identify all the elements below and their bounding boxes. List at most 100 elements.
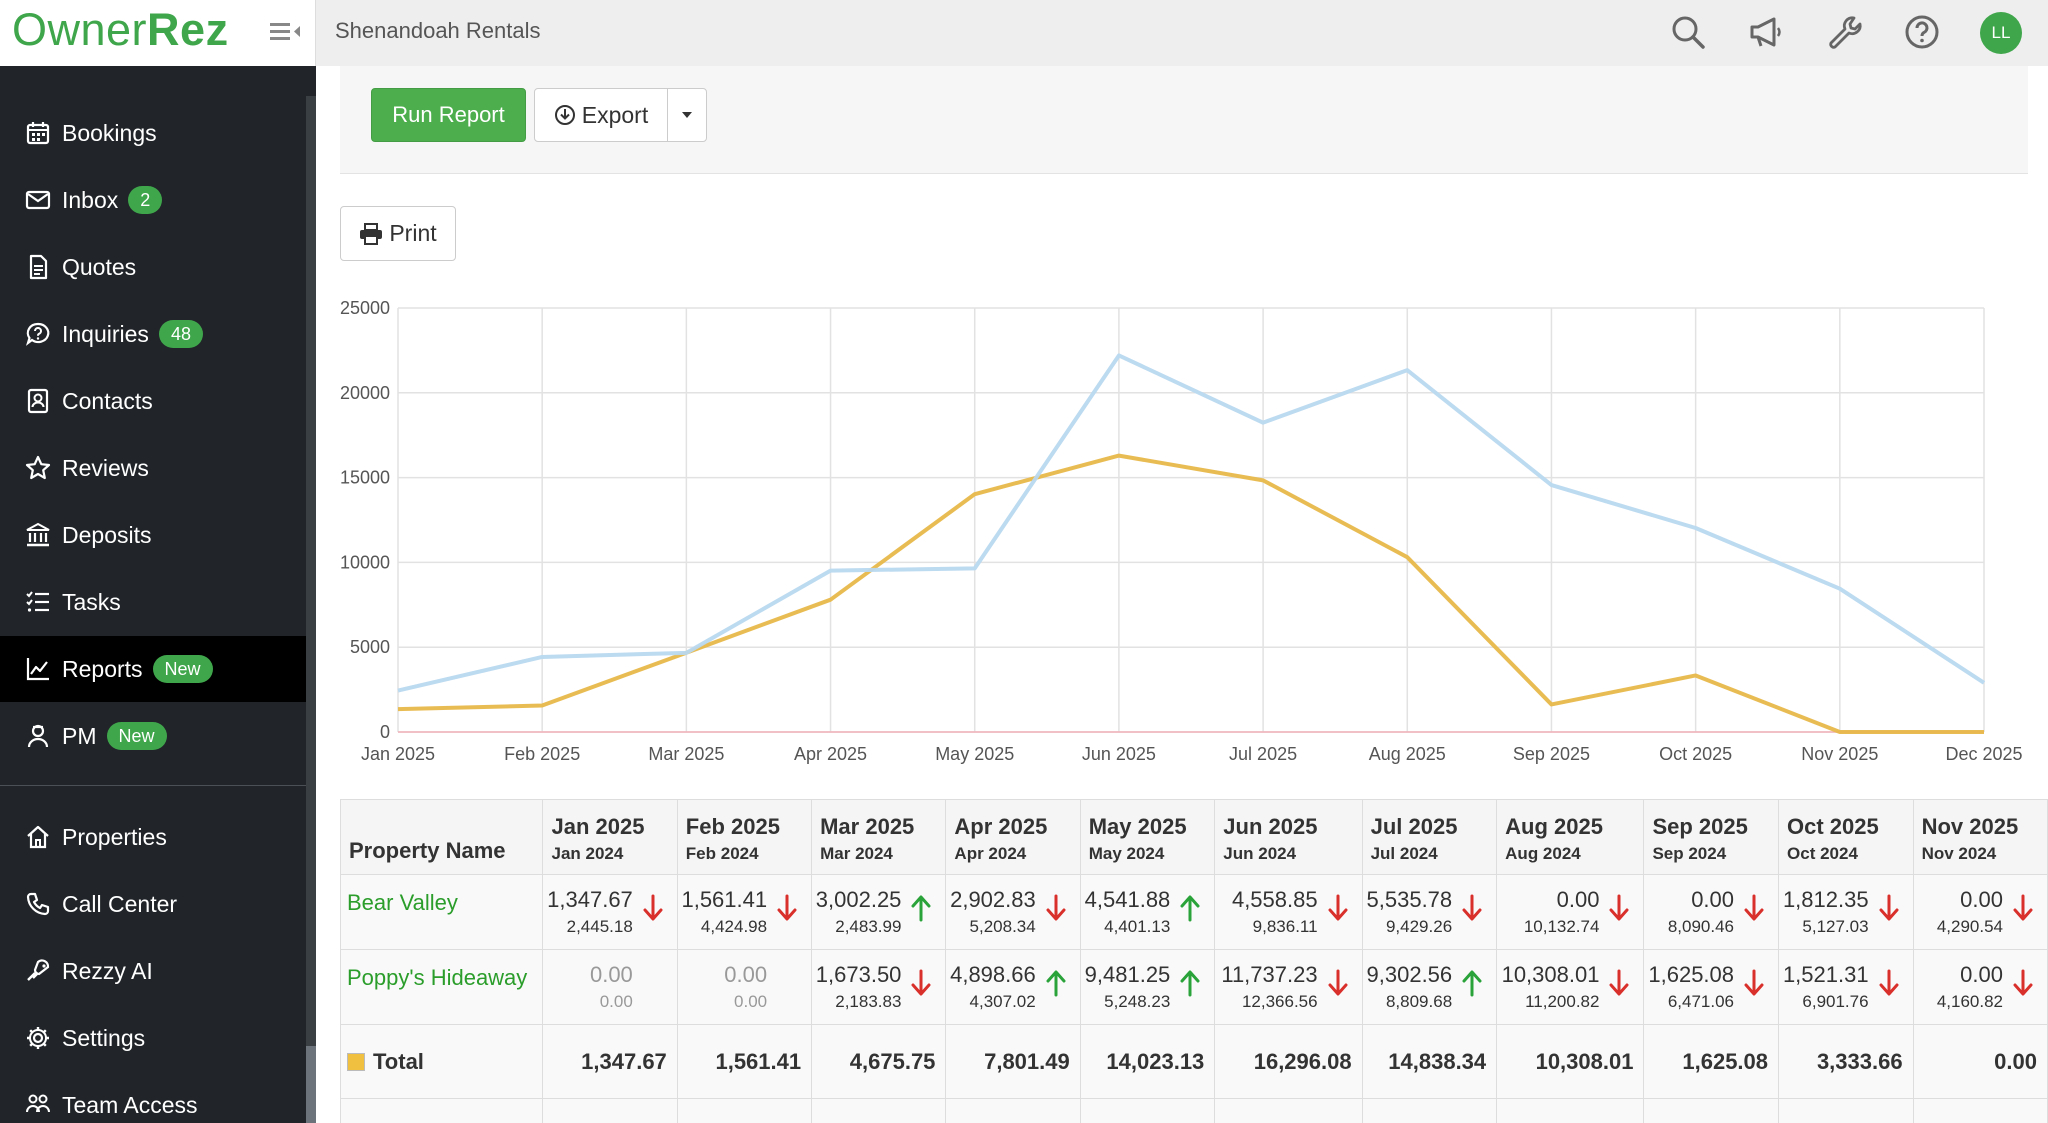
chat-question-icon (24, 320, 52, 348)
sidebar-item-label: Call Center (62, 890, 178, 917)
sidebar-item-pm[interactable]: PM New (0, 703, 306, 769)
column-header-month[interactable]: Mar 2025 Mar 2024 (811, 799, 947, 875)
column-header-current-period: Jan 2025 (551, 814, 645, 839)
x-tick-label: Sep 2025 (1513, 744, 1590, 764)
sidebar-item-quotes[interactable]: Quotes (0, 234, 306, 300)
previous-value: 6,901.76 (1802, 992, 1869, 1011)
sidebar-item-deposits[interactable]: Deposits (0, 502, 306, 568)
team-icon (24, 1091, 52, 1119)
sidebar-item-reports[interactable]: Reports New (0, 636, 306, 702)
column-header-current-period: May 2025 (1088, 814, 1187, 839)
table-cell: 3,002.25 2,483.99 (811, 874, 947, 950)
megaphone-icon[interactable] (1746, 12, 1786, 52)
column-header-month[interactable]: Oct 2025 Oct 2024 (1778, 799, 1914, 875)
x-tick-label: May 2025 (935, 744, 1014, 764)
totals-cell: 8,451.36 (1912, 1098, 2048, 1123)
column-header-current-period: Nov 2025 (1921, 814, 2019, 839)
previous-value: 10,132.74 (1523, 917, 1600, 936)
previous-value: 4,160.82 (1936, 992, 2003, 1011)
sidebar-item-label: Quotes (62, 253, 137, 280)
bank-icon (24, 521, 52, 549)
print-button[interactable]: Print (340, 206, 456, 261)
wrench-icon[interactable] (1824, 12, 1864, 52)
column-header-month[interactable]: Feb 2025 Feb 2024 (676, 799, 813, 875)
column-header-month[interactable]: May 2025 May 2024 (1079, 799, 1216, 875)
previous-value: 4,424.98 (700, 917, 768, 936)
totals-value: 3,333.66 (1816, 1048, 1903, 1074)
sidebar-item-inbox[interactable]: Inbox 2 (0, 167, 306, 233)
phone-icon (24, 890, 52, 918)
sidebar-item-properties[interactable]: Properties (0, 804, 306, 870)
column-header-previous-period: Apr 2024 (954, 844, 1027, 863)
totals-cell: 14,838.34 (1361, 1024, 1498, 1099)
user-avatar[interactable]: LL (1980, 12, 2022, 54)
previous-value: 11,200.82 (1525, 992, 1600, 1011)
document-icon (24, 253, 52, 281)
sidebar-item-label: Properties (62, 823, 167, 850)
sidebar-item-badge: 2 (128, 186, 163, 214)
current-value: 4,898.66 (950, 962, 1036, 987)
x-tick-label: Mar 2025 (648, 744, 724, 764)
legend-swatch[interactable] (347, 1052, 365, 1071)
column-header-month[interactable]: Jan 2025 Jan 2024 (542, 799, 678, 875)
company-name: Shenandoah Rentals (335, 18, 541, 43)
sidebar-item-inquiries[interactable]: Inquiries 48 (0, 301, 306, 367)
export-label: Export (581, 101, 649, 128)
totals-value: 10,308.01 (1535, 1048, 1634, 1074)
column-header-property-name[interactable]: Property Name (339, 799, 544, 875)
search-icon[interactable] (1668, 12, 1708, 52)
ai-icon (24, 957, 52, 985)
sidebar-item-bookings[interactable]: Bookings (0, 100, 306, 166)
export-dropdown-toggle[interactable] (667, 88, 707, 142)
calendar-icon (24, 119, 52, 147)
current-value: 9,481.25 (1084, 962, 1171, 987)
x-tick-label: Apr 2025 (794, 744, 867, 764)
column-header-month[interactable]: Jul 2025 Jul 2024 (1361, 799, 1498, 875)
totals-cell: 3,333.66 (1778, 1024, 1914, 1099)
sidebar-item-rezzy-ai[interactable]: Rezzy AI (0, 938, 306, 1004)
sidebar: OwnerRez Bookings Inbox 2 Quotes Inquiries 48… (0, 0, 316, 1123)
totals-cell: 21,333.56 (1496, 1098, 1645, 1123)
totals-value: 1,347.67 (581, 1048, 667, 1074)
table-cell: 5,535.78 9,429.26 (1361, 874, 1498, 950)
column-header-month[interactable]: Aug 2025 Aug 2024 (1496, 799, 1645, 875)
sidebar-item-tasks[interactable]: Tasks (0, 569, 306, 635)
column-header-month[interactable]: Sep 2025 Sep 2024 (1643, 799, 1780, 875)
property-link[interactable]: Poppy's Hideaway (347, 965, 528, 990)
sidebar-item-contacts[interactable]: Contacts (0, 368, 306, 434)
help-icon[interactable] (1902, 12, 1942, 52)
table-cell: 1,673.50 2,183.83 (811, 949, 947, 1025)
totals-value: 1,625.08 (1682, 1048, 1769, 1074)
column-header-month[interactable]: Jun 2025 Jun 2024 (1214, 799, 1363, 875)
collapse-sidebar-icon[interactable] (268, 18, 302, 46)
sidebar-scrollbar-track[interactable] (306, 96, 316, 1123)
sidebar-item-call-center[interactable]: Call Center (0, 871, 306, 937)
totals-cell: 12,028.79 (1778, 1098, 1914, 1123)
sidebar-item-settings[interactable]: Settings (0, 1005, 306, 1071)
star-icon (24, 454, 52, 482)
current-value: 4,541.88 (1084, 887, 1171, 912)
export-button[interactable]: Export (534, 88, 668, 142)
run-report-button[interactable]: Run Report (371, 88, 526, 142)
sidebar-item-reviews[interactable]: Reviews (0, 435, 306, 501)
table-cell: 0.00 0.00 (676, 949, 813, 1025)
sidebar-item-badge: New (106, 722, 167, 750)
arrow-up-icon (1046, 970, 1066, 997)
y-tick-label: 20000 (340, 383, 390, 403)
column-header-current-period: Feb 2025 (685, 814, 780, 839)
property-link[interactable]: Bear Valley (347, 890, 458, 915)
envelope-icon (24, 186, 52, 214)
column-header-current-period: Sep 2025 (1652, 814, 1748, 839)
arrow-down-icon (1609, 894, 1629, 921)
sidebar-scrollbar-thumb[interactable] (306, 1046, 316, 1123)
chart-plot-area (398, 308, 1984, 732)
column-header-previous-period: Sep 2024 (1652, 844, 1727, 863)
arrow-down-icon (2013, 969, 2033, 996)
property-name-cell: Poppy's Hideaway (339, 949, 544, 1025)
sidebar-item-team-access[interactable]: Team Access (0, 1072, 306, 1123)
column-header-month[interactable]: Apr 2025 Apr 2024 (945, 799, 1081, 875)
column-header-month[interactable]: Nov 2025 Nov 2024 (1912, 799, 2048, 875)
current-value: 1,625.08 (1648, 962, 1735, 987)
series-line-previous-total (397, 353, 1986, 693)
brand-logo[interactable]: OwnerRez (0, 0, 316, 66)
